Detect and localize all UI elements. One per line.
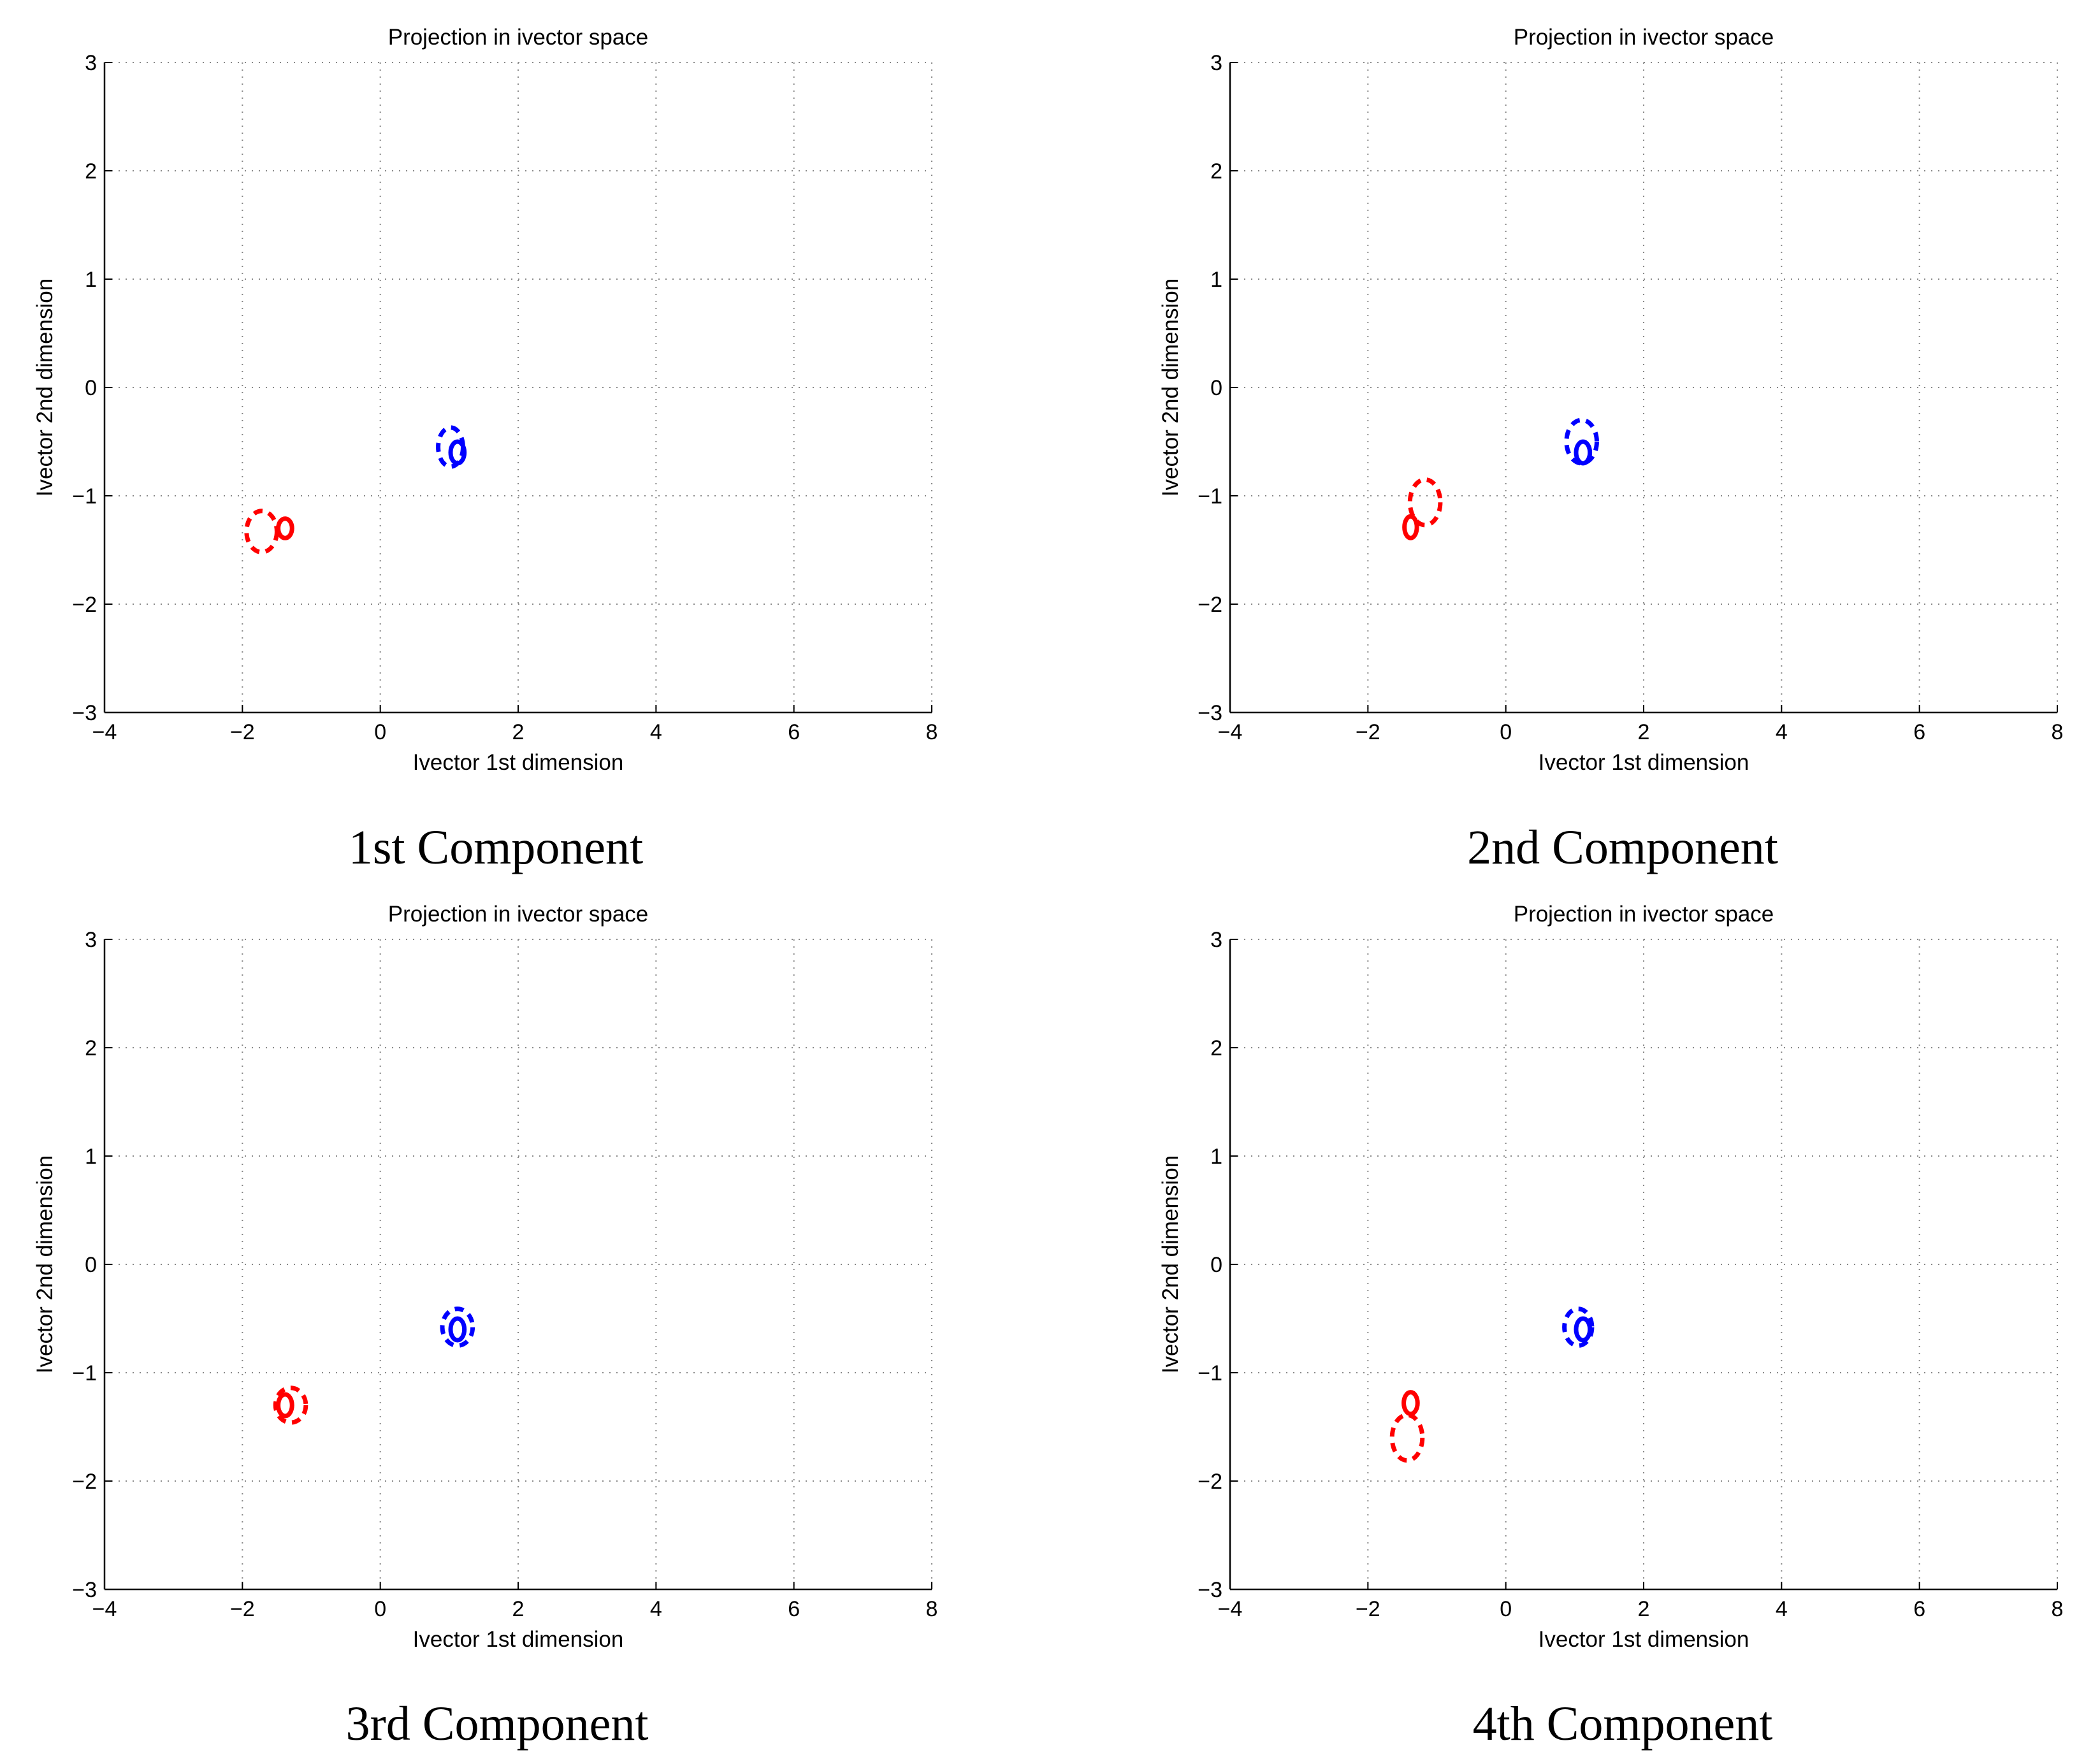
x-tick-label: 8 bbox=[2052, 1597, 2064, 1621]
x-tick-label: −4 bbox=[1218, 720, 1243, 744]
x-axis-label: Ivector 1st dimension bbox=[1539, 750, 1749, 775]
y-tick-label: 2 bbox=[1210, 1036, 1222, 1060]
y-tick-label: −1 bbox=[1198, 1361, 1222, 1385]
blue-dashed-ellipse bbox=[1564, 417, 1599, 466]
x-axis-label: Ivector 1st dimension bbox=[413, 750, 624, 775]
x-tick-label: −4 bbox=[92, 1597, 117, 1621]
x-tick-label: 8 bbox=[926, 720, 938, 744]
x-tick-label: −2 bbox=[1356, 720, 1380, 744]
y-axis-label: Ivector 2nd dimension bbox=[33, 1155, 57, 1373]
x-tick-label: 2 bbox=[1638, 1597, 1650, 1621]
y-tick-label: −1 bbox=[1198, 484, 1222, 509]
x-tick-label: 0 bbox=[1500, 1597, 1512, 1621]
red-dashed-ellipse bbox=[1389, 1412, 1425, 1463]
y-tick-label: −2 bbox=[1198, 1470, 1222, 1494]
y-tick-label: 1 bbox=[1210, 268, 1222, 292]
x-tick-label: 4 bbox=[650, 720, 662, 744]
x-tick-label: 4 bbox=[1776, 1597, 1788, 1621]
y-tick-label: −3 bbox=[72, 1578, 97, 1602]
x-tick-label: −2 bbox=[1356, 1597, 1380, 1621]
panel-2: −4 −2 0 2 4 6 8 −3 −2 −1 0 1 2 3 Projection in ivecto… bbox=[1158, 25, 2063, 874]
panel-caption: 1st Component bbox=[349, 821, 643, 874]
y-tick-label: 3 bbox=[85, 51, 97, 75]
y-tick-label: 3 bbox=[1210, 51, 1222, 75]
blue-dashed-ellipse bbox=[440, 1306, 475, 1348]
x-tick-label: −4 bbox=[1218, 1597, 1243, 1621]
panel-caption: 3rd Component bbox=[346, 1697, 649, 1751]
x-tick-label: 0 bbox=[1500, 720, 1512, 744]
x-tick-label: 8 bbox=[2052, 720, 2064, 744]
panel-caption: 2nd Component bbox=[1467, 821, 1778, 874]
y-tick-label: 2 bbox=[85, 1036, 97, 1060]
x-tick-label: 2 bbox=[512, 720, 525, 744]
y-tick-label: 2 bbox=[1210, 159, 1222, 184]
panel-1: −4 −2 0 2 4 6 8 −3 −2 −1 0 1 2 3 Projection in ivecto… bbox=[33, 25, 938, 874]
y-tick-label: −3 bbox=[1198, 1578, 1222, 1602]
y-tick-label: 0 bbox=[85, 1253, 97, 1277]
x-tick-label: 6 bbox=[1913, 1597, 1925, 1621]
red-dashed-ellipse bbox=[244, 509, 279, 554]
red-solid-ellipse bbox=[276, 1392, 294, 1419]
x-tick-label: 6 bbox=[788, 720, 800, 744]
y-tick-label: −1 bbox=[72, 1361, 97, 1385]
x-tick-label: 4 bbox=[1776, 720, 1788, 744]
y-tick-label: 2 bbox=[85, 159, 97, 184]
y-axis-label: Ivector 2nd dimension bbox=[1158, 278, 1183, 496]
x-tick-label: 2 bbox=[512, 1597, 525, 1621]
red-solid-ellipse bbox=[1402, 514, 1419, 540]
x-tick-label: −2 bbox=[230, 1597, 255, 1621]
panel-caption: 4th Component bbox=[1473, 1697, 1773, 1751]
chart-title: Projection in ivector space bbox=[1514, 25, 1774, 50]
chart-title: Projection in ivector space bbox=[388, 25, 649, 50]
y-axis-label: Ivector 2nd dimension bbox=[1158, 1155, 1183, 1373]
x-tick-label: 6 bbox=[788, 1597, 800, 1621]
x-axis-label: Ivector 1st dimension bbox=[413, 1627, 624, 1652]
y-tick-label: 3 bbox=[85, 928, 97, 952]
y-tick-label: 0 bbox=[85, 376, 97, 400]
red-dashed-ellipse bbox=[273, 1385, 308, 1425]
y-tick-label: 3 bbox=[1210, 928, 1222, 952]
y-tick-label: −3 bbox=[72, 701, 97, 725]
y-tick-label: 0 bbox=[1210, 1253, 1222, 1277]
y-tick-label: 1 bbox=[1210, 1145, 1222, 1169]
chart-title: Projection in ivector space bbox=[388, 902, 649, 927]
x-tick-label: −4 bbox=[92, 720, 117, 744]
y-tick-label: −2 bbox=[1198, 593, 1222, 617]
x-axis-label: Ivector 1st dimension bbox=[1539, 1627, 1749, 1652]
x-tick-label: −2 bbox=[230, 720, 255, 744]
red-dashed-ellipse bbox=[1407, 477, 1443, 528]
x-tick-label: 0 bbox=[374, 1597, 386, 1621]
y-tick-label: −2 bbox=[72, 1470, 97, 1494]
blue-solid-ellipse bbox=[1574, 439, 1593, 466]
x-tick-label: 8 bbox=[926, 1597, 938, 1621]
x-tick-label: 4 bbox=[650, 1597, 662, 1621]
y-tick-label: 0 bbox=[1210, 376, 1222, 400]
y-tick-label: 1 bbox=[85, 1145, 97, 1169]
blue-dashed-ellipse bbox=[1562, 1306, 1595, 1348]
x-tick-label: 2 bbox=[1638, 720, 1650, 744]
panel-3: −4 −2 0 2 4 6 8 −3 −2 −1 0 1 2 3 Projection in ivecto… bbox=[33, 902, 938, 1751]
y-tick-label: 1 bbox=[85, 268, 97, 292]
chart-title: Projection in ivector space bbox=[1514, 902, 1774, 927]
x-tick-label: 6 bbox=[1913, 720, 1925, 744]
panel-4: −4 −2 0 2 4 6 8 −3 −2 −1 0 1 2 3 Projection in ivecto… bbox=[1158, 902, 2063, 1751]
blue-dashed-ellipse bbox=[436, 425, 465, 469]
y-tick-label: −2 bbox=[72, 593, 97, 617]
blue-solid-ellipse bbox=[448, 1316, 467, 1343]
y-tick-label: −1 bbox=[72, 484, 97, 509]
x-tick-label: 0 bbox=[374, 720, 386, 744]
y-axis-label: Ivector 2nd dimension bbox=[33, 278, 57, 496]
y-tick-label: −3 bbox=[1198, 701, 1222, 725]
